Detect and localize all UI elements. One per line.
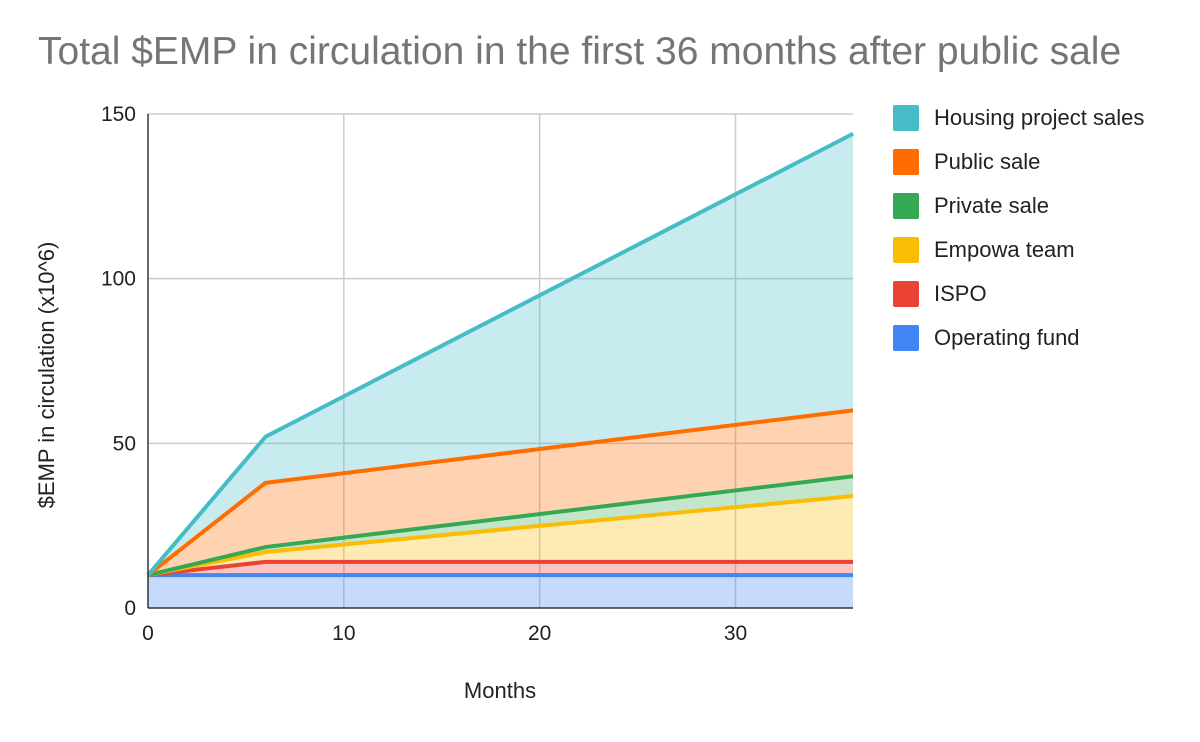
series-lines xyxy=(146,131,854,578)
grid xyxy=(148,113,853,608)
legend-item: Operating fund xyxy=(893,316,1144,360)
legend-swatch xyxy=(893,281,919,307)
legend-swatch xyxy=(893,325,919,351)
legend-label: Private sale xyxy=(934,193,1049,218)
legend-label: Housing project sales xyxy=(934,105,1145,130)
area-public-sale xyxy=(148,410,853,576)
legend-swatch xyxy=(893,237,919,263)
legend-item: Housing project sales xyxy=(893,96,1144,140)
x-tick-label: 20 xyxy=(528,622,551,645)
area-empowa-team xyxy=(148,496,853,576)
chart-title: Total $EMP in circulation in the first 3… xyxy=(38,30,1122,73)
line-housing-project-sales xyxy=(146,131,854,577)
legend-label: Empowa team xyxy=(934,237,1075,262)
areas xyxy=(148,133,853,608)
legend-label: ISPO xyxy=(934,281,987,306)
legend: Housing project sales Public sale Private … xyxy=(893,96,1144,360)
y-tick-label: 50 xyxy=(113,432,136,455)
x-tick-label: 30 xyxy=(724,622,747,645)
legend-item: Private sale xyxy=(893,184,1144,228)
area-operating-fund xyxy=(148,575,853,608)
legend-label: Operating fund xyxy=(934,325,1080,350)
area-private-sale xyxy=(148,476,853,576)
legend-swatch xyxy=(893,149,919,175)
line-public-sale xyxy=(146,408,854,577)
legend-label: Public sale xyxy=(934,149,1041,174)
line-ispo xyxy=(147,559,853,578)
line-private-sale xyxy=(147,474,854,578)
y-tick-label: 100 xyxy=(101,268,136,291)
legend-swatch xyxy=(893,193,919,219)
legend-item: Empowa team xyxy=(893,228,1144,272)
axes: 0 50 100 150 0 10 20 30 xyxy=(101,103,853,645)
area-ispo xyxy=(148,561,853,576)
x-tick-label: 10 xyxy=(332,622,355,645)
legend-item: ISPO xyxy=(893,272,1144,316)
y-axis-label: $EMP in circulation (x10^6) xyxy=(34,242,59,509)
x-tick-label: 0 xyxy=(142,622,154,645)
area-housing-project-sales xyxy=(148,133,853,576)
x-axis-label: Months xyxy=(464,678,536,703)
y-tick-label: 150 xyxy=(101,103,136,126)
legend-swatch xyxy=(893,105,919,131)
legend-item: Public sale xyxy=(893,140,1144,184)
y-tick-label: 0 xyxy=(124,597,136,620)
